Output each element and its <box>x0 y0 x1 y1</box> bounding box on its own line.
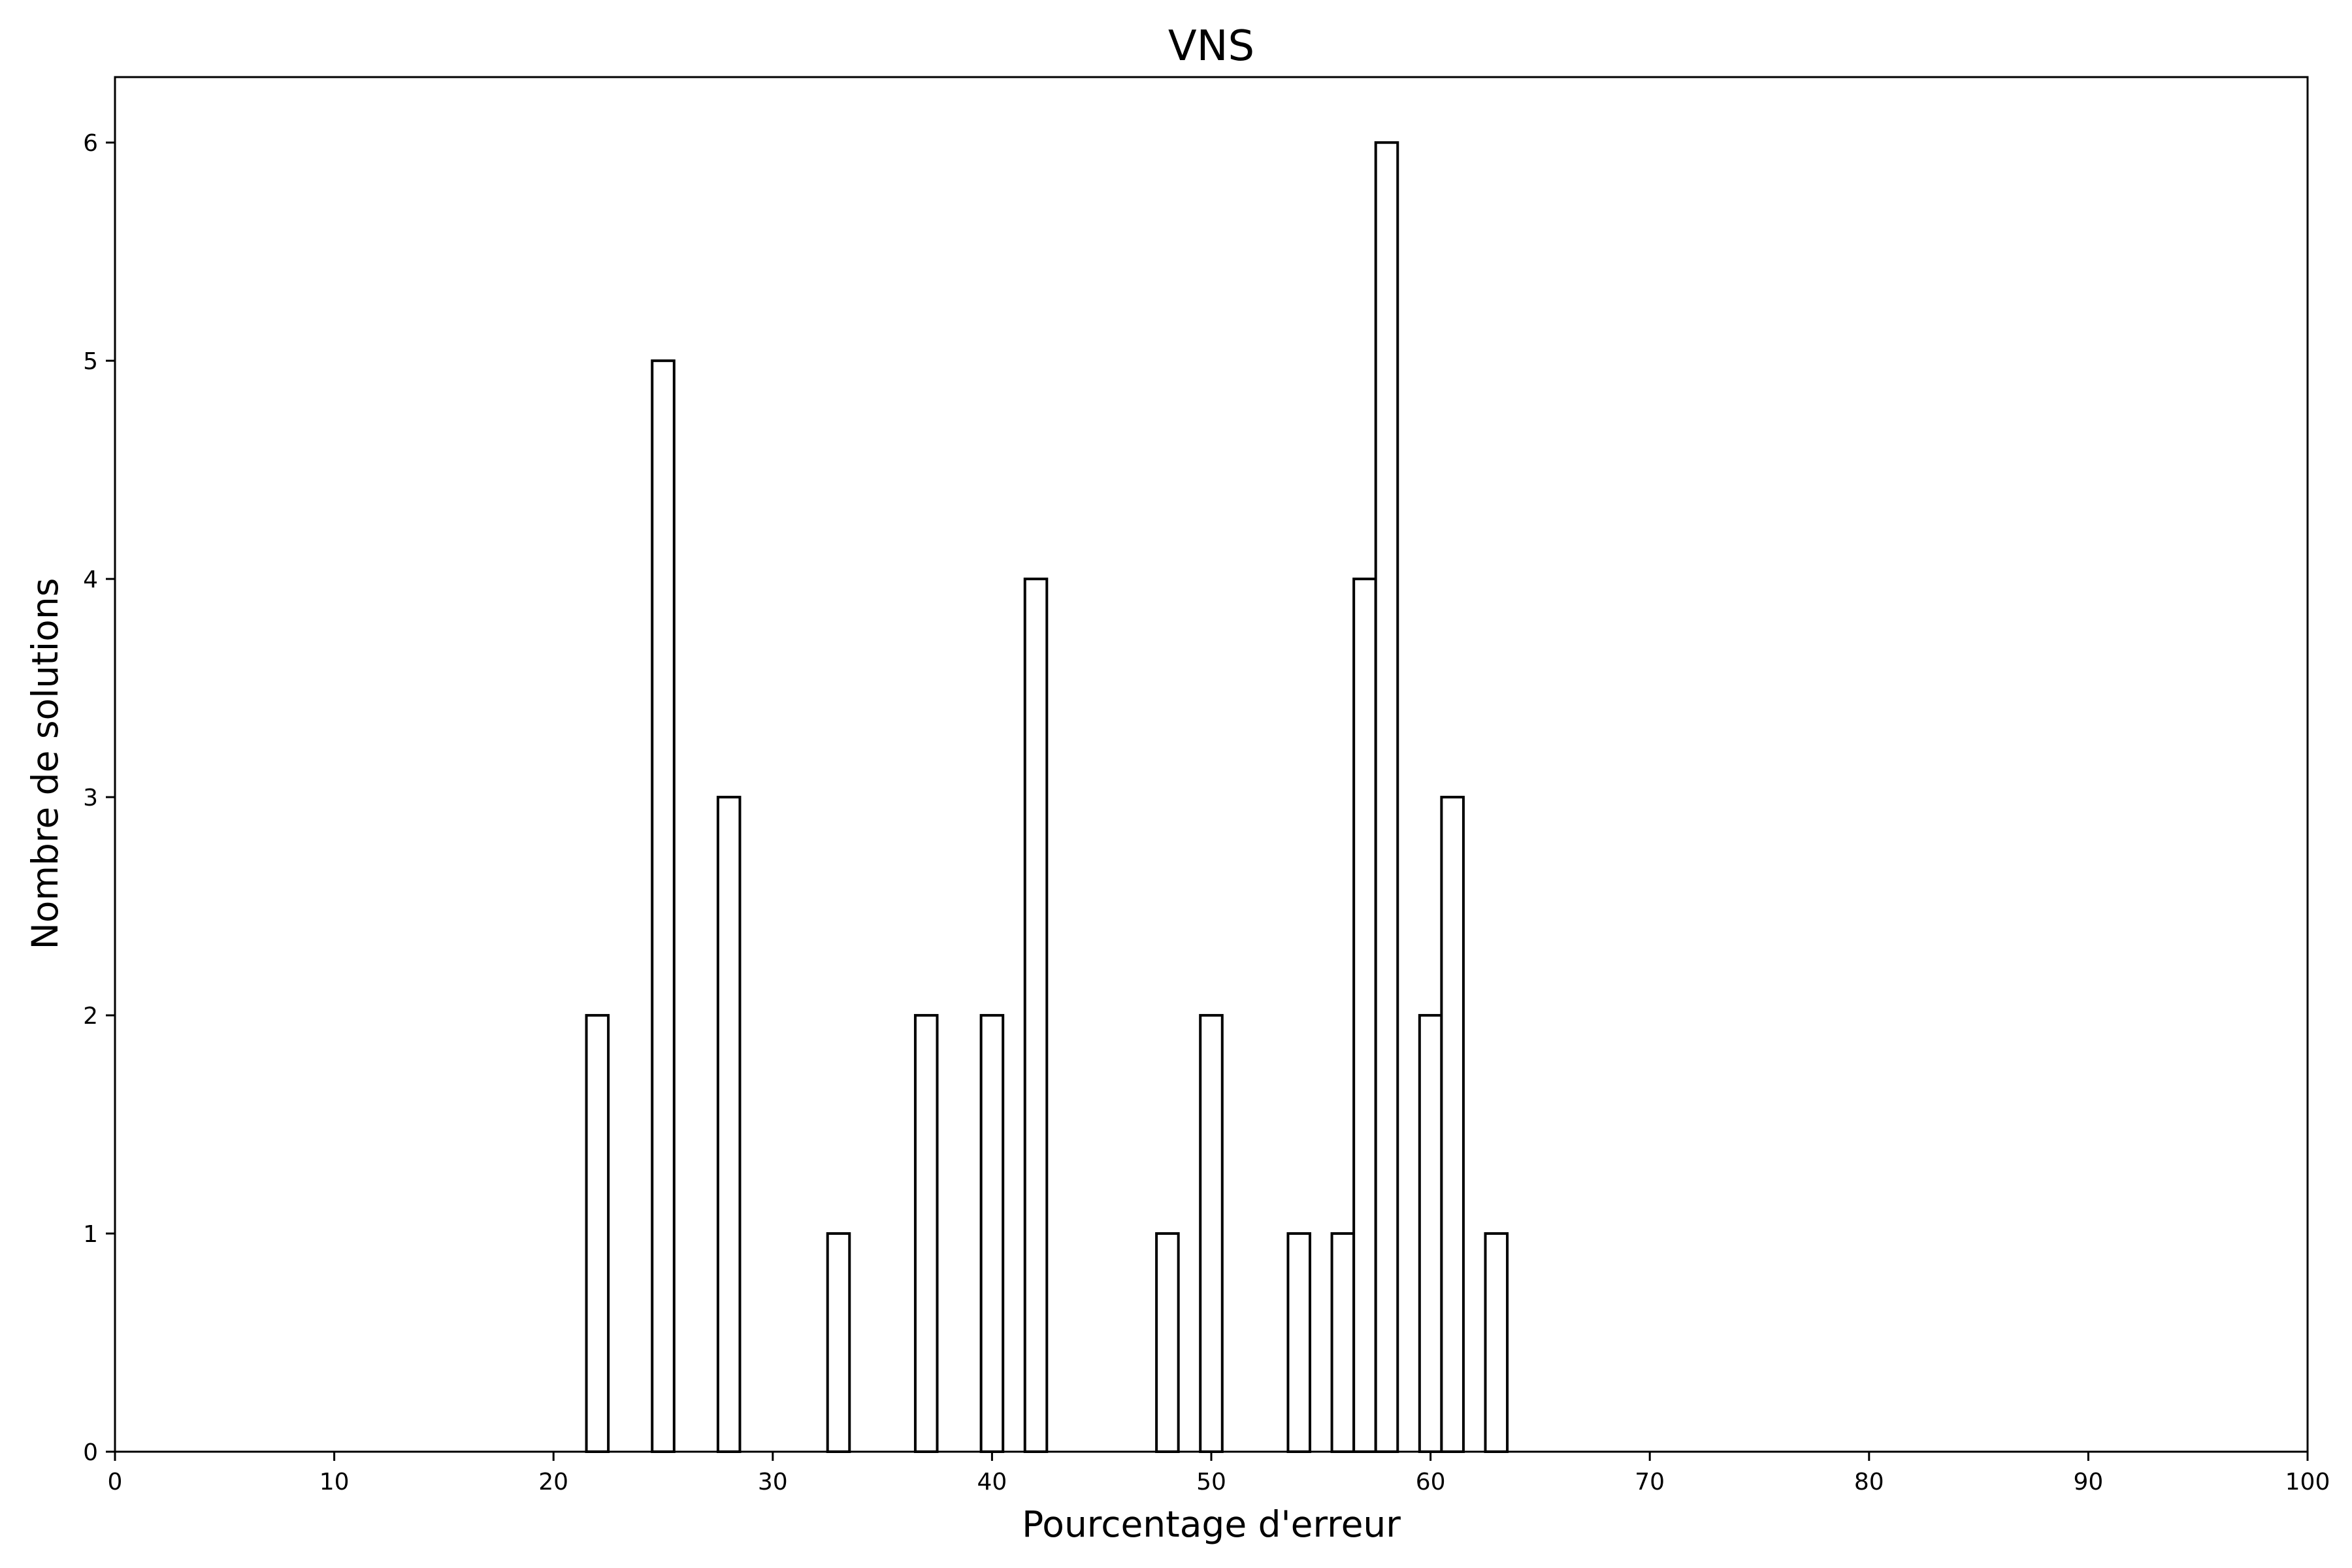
x-tick-label: 80 <box>1854 1469 1884 1495</box>
bar-28 <box>716 796 742 1453</box>
x-tick-label: 60 <box>1416 1469 1446 1495</box>
x-tick-label: 50 <box>1196 1469 1226 1495</box>
bar-25 <box>651 359 676 1454</box>
y-tick-label: 2 <box>83 1003 98 1030</box>
y-axis-label: Nombre de solutions <box>24 578 66 950</box>
x-tick-label: 30 <box>758 1469 788 1495</box>
chart-title: VNS <box>1168 22 1254 71</box>
x-tick-label: 90 <box>2073 1469 2103 1495</box>
x-tick-label: 100 <box>2285 1469 2330 1495</box>
y-tick-label: 6 <box>83 130 98 157</box>
x-tick-label: 70 <box>1635 1469 1665 1495</box>
ticks-layer: 0 10 20 30 40 50 60 70 80 90 100 0 1 2 3 4 5 6 <box>83 130 2330 1495</box>
bar-60 <box>1418 1014 1443 1453</box>
bar-63 <box>1484 1232 1509 1453</box>
bar-33 <box>826 1232 851 1453</box>
bar-50 <box>1199 1014 1224 1453</box>
bar-22 <box>585 1014 610 1453</box>
x-tick-label: 10 <box>319 1469 350 1495</box>
bar-48 <box>1155 1232 1180 1453</box>
y-tick-label: 4 <box>83 566 98 593</box>
bar-57 <box>1352 578 1377 1454</box>
y-tick-label: 0 <box>83 1439 98 1466</box>
bars-layer <box>585 141 1509 1454</box>
bar-54 <box>1286 1232 1312 1453</box>
bar-58 <box>1374 141 1399 1454</box>
bar-61 <box>1440 796 1465 1453</box>
bar-40 <box>979 1014 1005 1453</box>
bar-42 <box>1023 578 1049 1454</box>
x-tick-label: 40 <box>977 1469 1007 1495</box>
x-tick-label: 0 <box>108 1469 123 1495</box>
bar-37 <box>913 1014 939 1453</box>
x-tick-label: 20 <box>538 1469 568 1495</box>
x-axis-label: Pourcentage d'erreur <box>1022 1503 1401 1545</box>
y-tick-label: 5 <box>83 348 98 375</box>
y-tick-label: 1 <box>83 1221 98 1248</box>
bar-56 <box>1330 1232 1356 1453</box>
y-tick-label: 3 <box>83 785 98 811</box>
plot-frame <box>114 76 2309 1453</box>
